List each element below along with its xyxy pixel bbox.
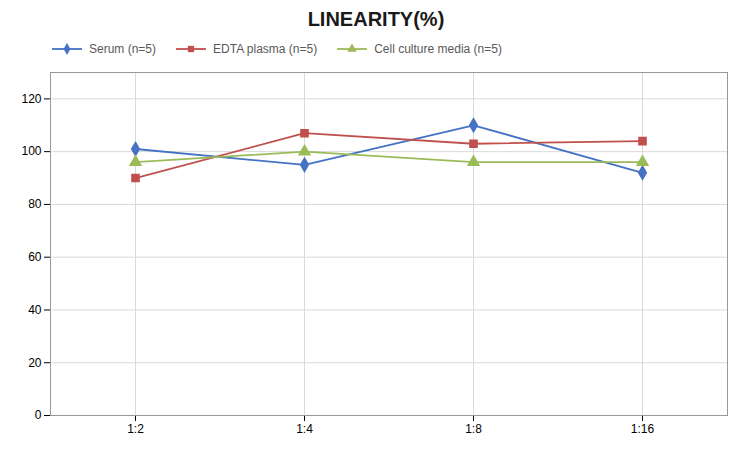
svg-text:60: 60 <box>28 250 42 264</box>
svg-text:1:16: 1:16 <box>631 422 655 436</box>
svg-text:80: 80 <box>28 197 42 211</box>
svg-text:20: 20 <box>28 356 42 370</box>
html-text:Cell culture media (n=5): Cell culture media (n=5) <box>374 42 502 56</box>
html-text:EDTA plasma (n=5): EDTA plasma (n=5) <box>213 42 318 56</box>
svg-text:120: 120 <box>21 92 41 106</box>
svg-text:40: 40 <box>28 303 42 317</box>
svg-text:1:4: 1:4 <box>296 422 313 436</box>
svg-text:100: 100 <box>21 144 41 158</box>
svg-text:1:8: 1:8 <box>465 422 482 436</box>
html-text:Serum (n=5): Serum (n=5) <box>89 42 156 56</box>
svg-text:1:2: 1:2 <box>127 422 144 436</box>
html-text:LINEARITY(%): LINEARITY(%) <box>307 8 445 30</box>
svg-text:0: 0 <box>35 408 42 422</box>
